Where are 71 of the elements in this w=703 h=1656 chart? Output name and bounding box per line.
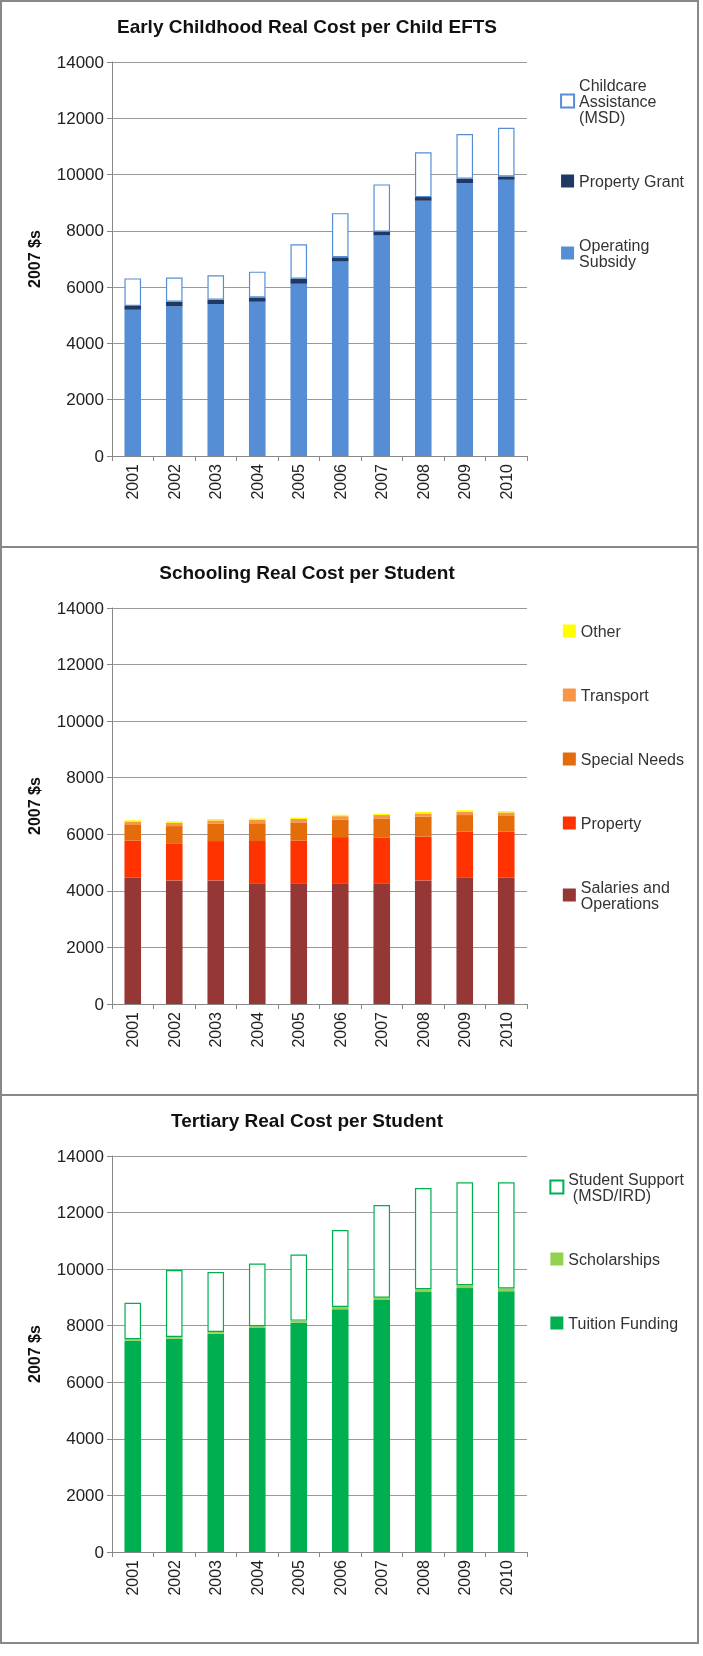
legend-label: Transport — [580, 686, 650, 704]
x-tick-label: 2006 — [331, 1011, 349, 1048]
x-tick-label: 2010 — [497, 463, 515, 500]
y-axis-title: 2007 $s — [25, 1324, 43, 1383]
y-tick-label: 6000 — [66, 1372, 104, 1392]
legend-label: Tuition Funding — [568, 1314, 679, 1332]
legend-label: Salaries and Operations — [580, 878, 675, 912]
y-tick-label: 12000 — [56, 1203, 104, 1223]
x-tick-label: 2009 — [456, 463, 474, 500]
y-tick-label: 8000 — [66, 221, 104, 241]
x-tick-label: 2005 — [290, 1559, 308, 1596]
y-tick-label: 6000 — [66, 824, 104, 844]
legend-label: Other — [580, 622, 622, 640]
y-tick-label: 10000 — [56, 711, 104, 731]
legend-label: Student Support (MSD/IRD) — [568, 1170, 685, 1204]
chart-title: Tertiary Real Cost per Student — [170, 1110, 444, 1131]
x-tick-label: 2003 — [207, 1011, 225, 1048]
chart-title: Early Childhood Real Cost per Child EFTS — [116, 16, 498, 37]
x-tick-label: 2009 — [456, 1011, 474, 1048]
x-tick-label: 2007 — [373, 1559, 391, 1596]
x-tick-label: 2003 — [207, 1559, 225, 1596]
y-axis-title: 2007 $s — [25, 229, 43, 288]
x-tick-label: 2002 — [165, 1559, 183, 1596]
x-tick-label: 2010 — [497, 1011, 515, 1048]
x-tick-label: 2003 — [207, 463, 225, 500]
x-tick-label: 2008 — [414, 463, 432, 500]
x-tick-label: 2002 — [165, 1011, 183, 1048]
y-tick-label: 10000 — [56, 1259, 104, 1279]
y-tick-label: 8000 — [66, 1316, 104, 1336]
x-tick-label: 2005 — [290, 463, 308, 500]
x-tick-label: 2006 — [331, 1559, 349, 1596]
y-tick-label: 14000 — [56, 1146, 104, 1166]
x-tick-label: 2008 — [414, 1559, 432, 1596]
x-tick-label: 2006 — [331, 463, 349, 500]
y-tick-label: 14000 — [56, 52, 104, 72]
y-axis-title: 2007 $s — [25, 776, 43, 835]
y-tick-label: 10000 — [56, 165, 104, 185]
y-tick-label: 4000 — [66, 1429, 104, 1449]
y-tick-label: 0 — [94, 446, 104, 466]
x-tick-label: 2008 — [414, 1011, 432, 1048]
legend-label: Special Needs — [580, 750, 684, 768]
y-tick-label: 4000 — [66, 881, 104, 901]
x-tick-label: 2004 — [248, 1559, 266, 1596]
x-tick-label: 2007 — [373, 463, 391, 500]
y-tick-label: 2000 — [66, 390, 104, 410]
x-tick-label: 2007 — [373, 1011, 391, 1048]
y-tick-label: 6000 — [66, 277, 104, 297]
y-tick-label: 2000 — [66, 1485, 104, 1505]
legend-label: Property Grant — [579, 172, 685, 190]
y-tick-label: 12000 — [56, 655, 104, 675]
x-tick-label: 2001 — [124, 1559, 142, 1596]
y-tick-label: 2000 — [66, 937, 104, 957]
x-tick-label: 2005 — [290, 1011, 308, 1048]
x-tick-label: 2004 — [248, 463, 266, 500]
legend-label: Scholarships — [568, 1250, 660, 1268]
x-tick-label: 2010 — [497, 1559, 515, 1596]
x-tick-label: 2009 — [456, 1559, 474, 1596]
x-tick-label: 2001 — [124, 463, 142, 500]
x-tick-label: 2002 — [165, 463, 183, 500]
x-tick-label: 2004 — [248, 1011, 266, 1048]
y-tick-label: 4000 — [66, 333, 104, 353]
chart-title: Schooling Real Cost per Student — [159, 562, 456, 583]
legend-label: Property — [580, 814, 642, 832]
x-tick-label: 2001 — [124, 1011, 142, 1048]
y-tick-label: 14000 — [56, 598, 104, 618]
y-tick-label: 0 — [94, 994, 104, 1014]
legend-label: Operating Subsidy — [579, 236, 654, 270]
y-tick-label: 0 — [94, 1542, 104, 1562]
y-tick-label: 12000 — [56, 108, 104, 128]
y-tick-label: 8000 — [66, 768, 104, 788]
legend-label: Childcare Assistance (MSD) — [579, 76, 661, 126]
